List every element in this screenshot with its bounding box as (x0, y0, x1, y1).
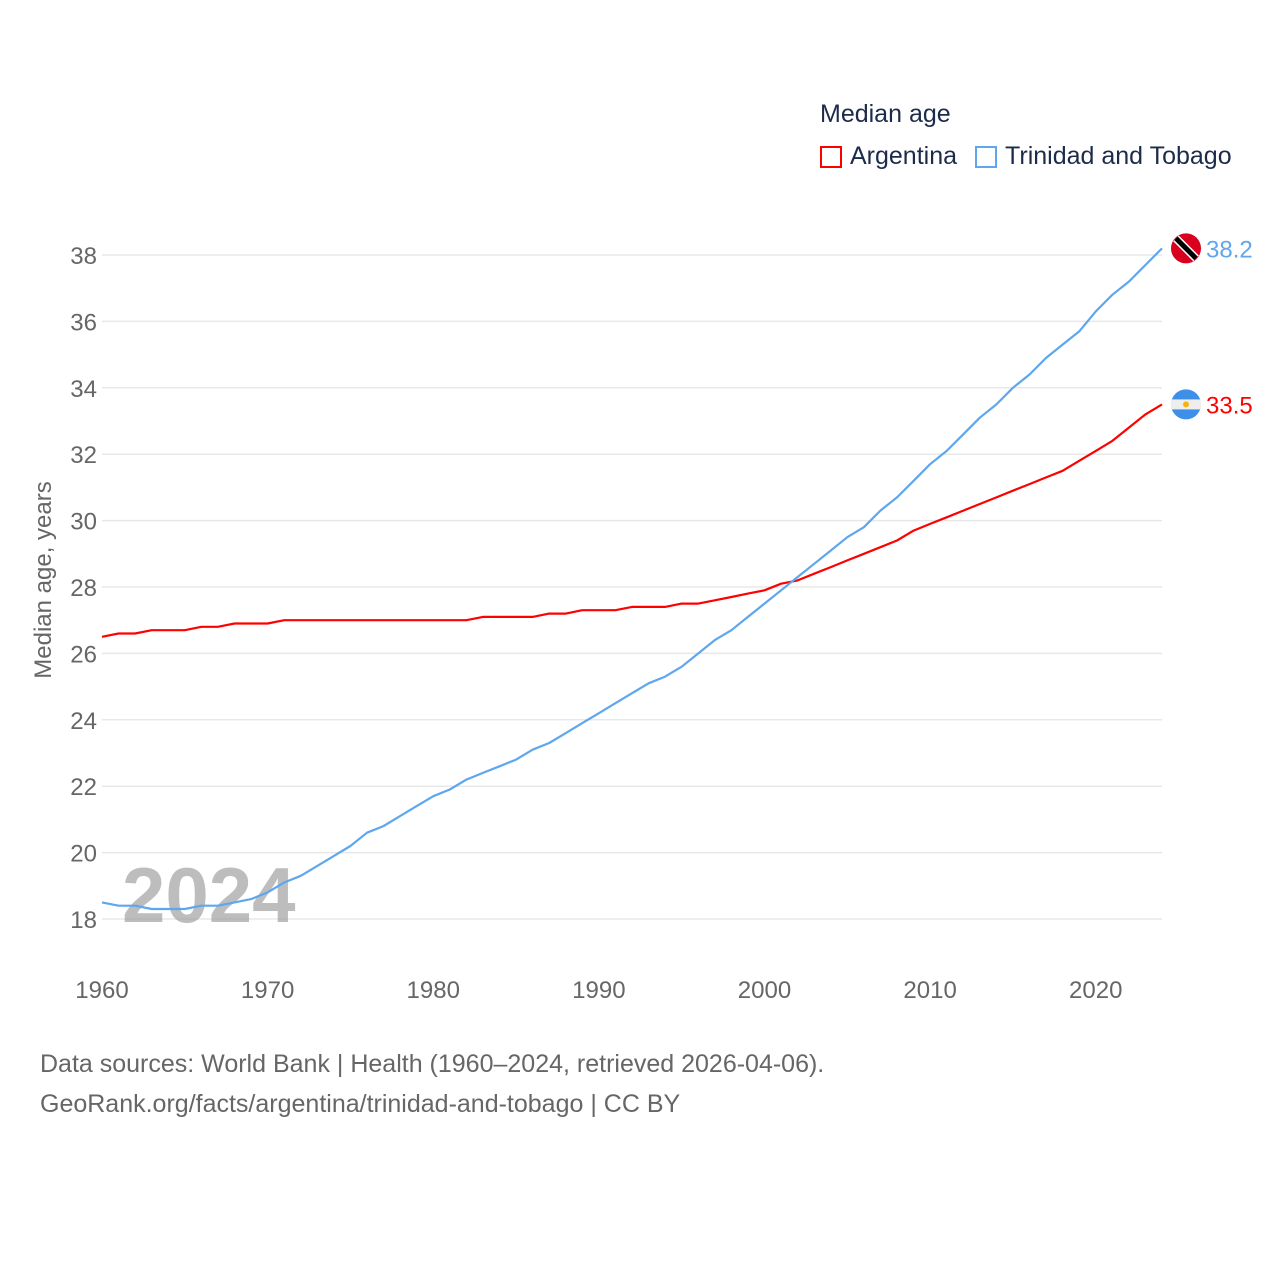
legend-label-argentina: Argentina (850, 142, 958, 170)
y-tick-label: 32 (70, 442, 97, 469)
end-value-label: 38.2 (1206, 236, 1253, 263)
flag-sun (1183, 401, 1189, 408)
end-value-label: 33.5 (1206, 392, 1253, 419)
x-tick-label: 2020 (1069, 977, 1122, 1004)
legend-label-trinidad: Trinidad and Tobago (1005, 142, 1232, 170)
y-tick-label: 20 (70, 841, 97, 868)
year-watermark: 2024 (122, 851, 296, 939)
x-tick-label: 1960 (75, 977, 128, 1004)
x-tick-label: 2000 (738, 977, 791, 1004)
y-tick-label: 38 (70, 243, 97, 270)
x-tick-label: 1990 (572, 977, 625, 1004)
y-tick-label: 28 (70, 575, 97, 602)
y-tick-label: 26 (70, 641, 97, 668)
legend-item-argentina[interactable]: Argentina (820, 142, 957, 171)
y-tick-label: 18 (70, 907, 97, 934)
series-line-trinidad (101, 247, 1163, 911)
attribution-text: GeoRank.org/facts/argentina/trinidad-and… (40, 1090, 681, 1118)
legend-item-trinidad[interactable]: Trinidad and Tobago (975, 142, 1232, 171)
flag-stripe (1174, 236, 1198, 261)
legend: Argentina Trinidad and Tobago (820, 142, 1250, 171)
legend-swatch-trinidad (975, 145, 998, 168)
y-tick-label: 34 (70, 376, 97, 403)
legend-swatch-argentina (820, 145, 842, 168)
data-source-text: Data sources: World Bank | Health (1960–… (40, 1050, 825, 1078)
y-tick-label: 36 (70, 309, 97, 336)
x-tick-label: 1970 (241, 977, 294, 1004)
y-tick-label: 30 (70, 509, 97, 536)
x-tick-label: 1980 (407, 977, 460, 1004)
legend-title: Median age (820, 100, 951, 128)
footer: Data sources: World Bank | Health (1960–… (40, 1044, 824, 1124)
x-tick-label: 2010 (903, 977, 956, 1004)
y-tick-label: 24 (70, 708, 97, 735)
y-axis-label: Median age, years (30, 481, 57, 678)
y-tick-label: 22 (70, 774, 97, 801)
series-line-argentina (101, 403, 1163, 638)
